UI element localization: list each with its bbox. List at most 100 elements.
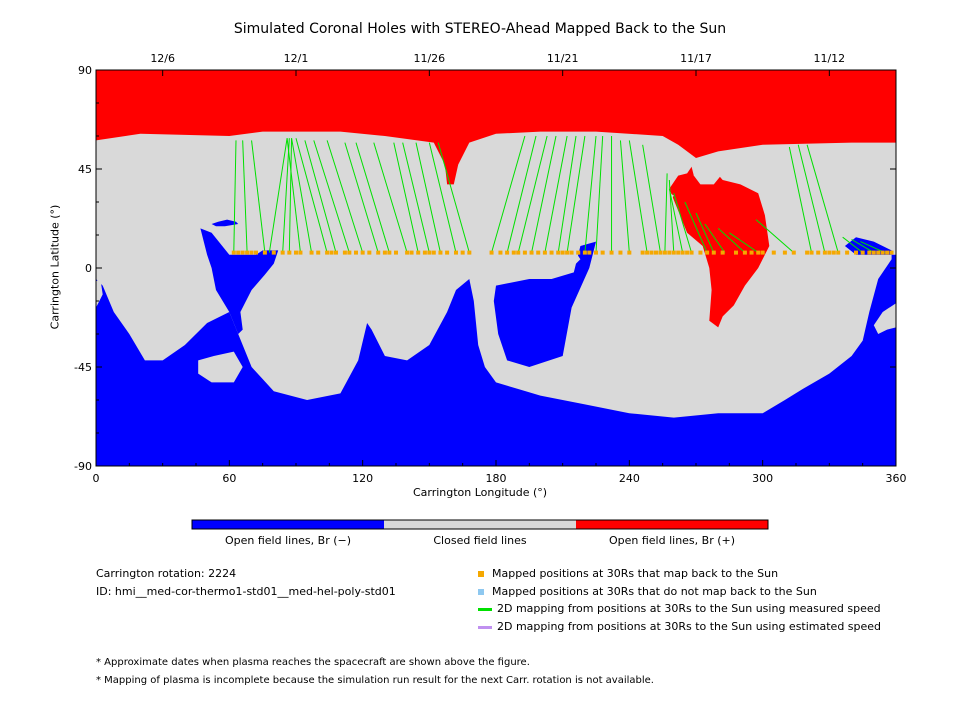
mapped-point bbox=[394, 250, 398, 255]
mapped-point bbox=[671, 250, 676, 255]
mapped-point bbox=[645, 250, 650, 255]
mapped-point bbox=[376, 250, 381, 255]
mapped-point bbox=[782, 250, 787, 255]
mapped-point bbox=[600, 250, 605, 255]
mapped-point bbox=[294, 250, 298, 255]
mapping-line bbox=[282, 138, 290, 253]
mapping-line bbox=[673, 193, 693, 253]
legend-estimated-swatch bbox=[478, 625, 492, 629]
mapping-line bbox=[851, 238, 875, 254]
mapping-line bbox=[326, 140, 364, 253]
mapping-line bbox=[402, 142, 430, 253]
mapped-point bbox=[640, 250, 645, 255]
carrington-rotation: Carrington rotation: 2224 bbox=[96, 567, 237, 580]
mapped-point bbox=[734, 250, 738, 255]
mapped-point bbox=[536, 250, 541, 255]
mapping-line bbox=[806, 144, 839, 253]
north-positive-hole bbox=[96, 70, 896, 185]
mapping-line bbox=[684, 201, 708, 253]
mapped-point bbox=[618, 250, 623, 255]
mapped-point bbox=[431, 250, 436, 255]
legend-estimated-label: 2D mapping from positions at 30Rs to the… bbox=[497, 620, 882, 633]
mapped-point bbox=[756, 250, 761, 255]
mapping-line bbox=[628, 140, 648, 253]
mapping-line bbox=[288, 138, 293, 253]
legend-mapped-label: Mapped positions at 30Rs that map back t… bbox=[492, 567, 779, 580]
legend-item-measured: 2D mapping from positions at 30Rs to the… bbox=[478, 602, 881, 615]
mapped-point bbox=[771, 250, 776, 255]
mapped-point bbox=[831, 250, 836, 255]
date-tick-label: 12/6 bbox=[150, 52, 175, 65]
mapping-line bbox=[304, 140, 337, 253]
mapped-point bbox=[627, 250, 632, 255]
mapped-point bbox=[805, 250, 810, 255]
mapped-point bbox=[516, 250, 521, 255]
y-tick-label: 45 bbox=[78, 163, 92, 176]
mapped-point bbox=[662, 250, 667, 255]
legend-unmapped-swatch bbox=[478, 589, 484, 595]
mapped-point bbox=[280, 250, 285, 255]
colorbar-segment bbox=[384, 520, 576, 529]
mapped-point bbox=[325, 250, 330, 255]
mapped-point bbox=[587, 250, 592, 255]
mapped-point bbox=[522, 250, 527, 255]
mapping-line bbox=[251, 140, 266, 253]
mapping-line bbox=[797, 144, 826, 253]
mapped-point bbox=[876, 250, 881, 255]
mapping-line bbox=[704, 223, 726, 253]
mapped-point bbox=[565, 250, 570, 255]
mapped-point bbox=[885, 250, 890, 255]
legend-mapped-swatch bbox=[478, 571, 484, 577]
mapped-point bbox=[836, 250, 841, 255]
x-tick-label: 240 bbox=[619, 472, 640, 485]
mapping-line bbox=[729, 232, 759, 254]
mapped-point bbox=[287, 250, 292, 255]
mapped-point bbox=[711, 250, 716, 255]
mapped-point bbox=[249, 250, 254, 255]
mapped-point bbox=[549, 250, 554, 255]
legend-measured-swatch bbox=[478, 607, 492, 611]
legend-item-estimated: 2D mapping from positions at 30Rs to the… bbox=[478, 620, 881, 633]
closed-island bbox=[198, 351, 243, 383]
footnote-dates: * Approximate dates when plasma reaches … bbox=[96, 657, 530, 668]
mapped-point bbox=[816, 250, 821, 255]
mapped-point bbox=[880, 250, 885, 255]
mapped-point bbox=[698, 250, 703, 255]
mapping-line bbox=[313, 140, 350, 253]
date-tick-label: 11/26 bbox=[413, 52, 445, 65]
run-id: ID: hmi__med-cor-thermo1-std01__med-hel-… bbox=[96, 585, 396, 598]
mapped-point bbox=[342, 250, 347, 255]
mapped-point bbox=[316, 250, 321, 255]
mapped-point bbox=[445, 250, 450, 255]
colorbar-label-positive: Open field lines, Br (+) bbox=[608, 534, 736, 547]
mapping-line bbox=[642, 144, 661, 253]
mapped-point bbox=[360, 250, 365, 255]
mapped-point bbox=[309, 250, 314, 255]
negative-patch bbox=[493, 241, 596, 367]
mapped-point bbox=[689, 250, 694, 255]
mapped-point bbox=[791, 250, 796, 255]
mapped-point bbox=[271, 250, 276, 255]
mapping-line bbox=[415, 142, 441, 253]
mapped-point bbox=[822, 250, 827, 255]
mapped-point bbox=[576, 250, 581, 255]
south-negative-hole bbox=[96, 279, 896, 466]
negative-speck bbox=[211, 219, 239, 227]
mapping-line bbox=[717, 228, 746, 253]
mapped-point bbox=[654, 250, 658, 255]
mapped-point bbox=[667, 250, 672, 255]
mapped-point bbox=[405, 250, 410, 255]
mapped-point bbox=[871, 250, 876, 255]
mapping-line bbox=[437, 142, 470, 253]
mapping-line bbox=[517, 135, 548, 253]
mapping-line bbox=[619, 140, 630, 253]
chart-title: Simulated Coronal Holes with STEREO-Ahea… bbox=[233, 21, 727, 37]
mapped-point bbox=[438, 250, 443, 255]
mapped-point bbox=[742, 250, 747, 255]
mapped-point bbox=[254, 250, 258, 255]
mapped-point bbox=[609, 250, 614, 255]
mapped-point bbox=[556, 250, 561, 255]
mapped-point bbox=[467, 250, 472, 255]
x-tick-label: 120 bbox=[352, 472, 373, 485]
colorbar bbox=[191, 519, 769, 530]
